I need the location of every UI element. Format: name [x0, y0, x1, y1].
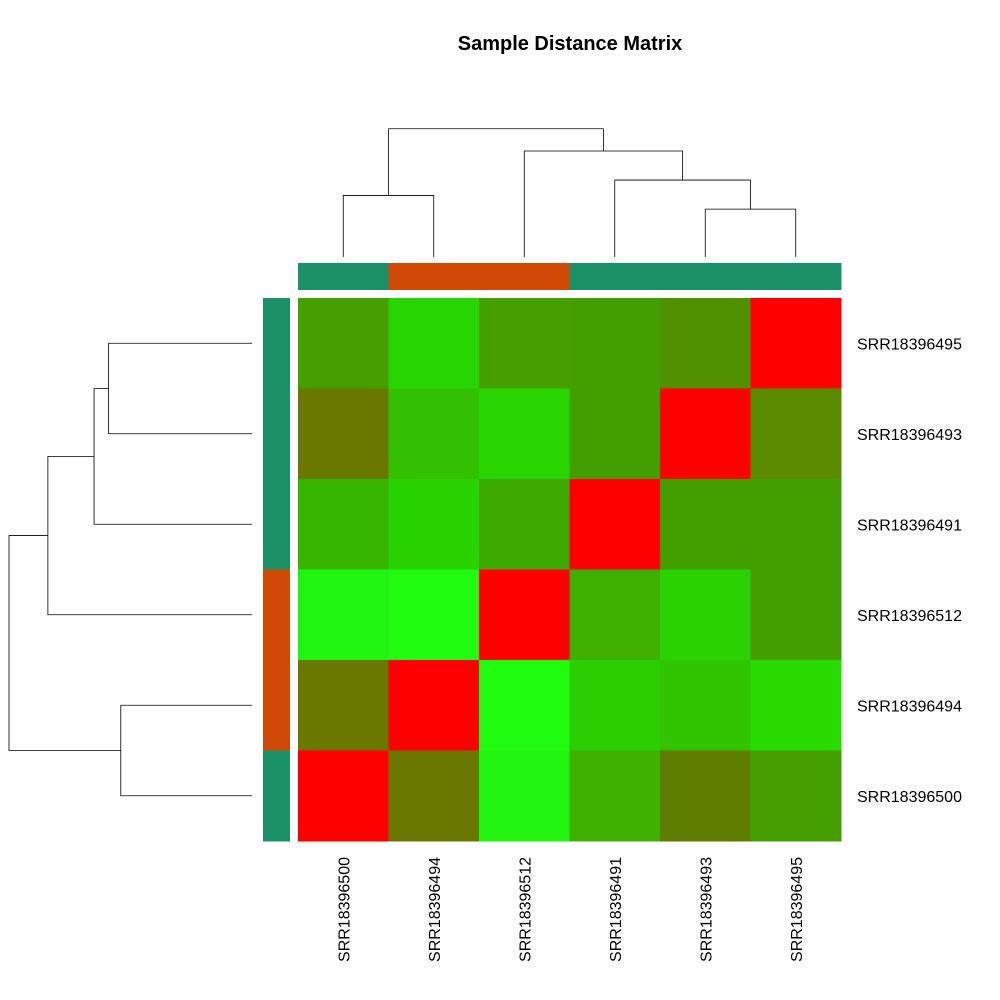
heatmap-cell	[298, 298, 389, 389]
heatmap-cells	[298, 298, 842, 842]
heatmap-cell	[479, 750, 570, 842]
chart-title: Sample Distance Matrix	[458, 33, 683, 55]
heatmap-cell	[569, 569, 661, 661]
heatmap-cell	[569, 479, 661, 570]
dendrogram-branch	[388, 128, 604, 196]
column-annotation-cell	[479, 263, 570, 290]
heatmap-cell	[479, 479, 570, 570]
heatmap-cell	[298, 660, 389, 751]
heatmap-cell	[479, 569, 570, 661]
heatmap-cell	[298, 388, 389, 480]
row-annotation-bar	[263, 298, 290, 842]
row-annotation-cell	[263, 660, 290, 751]
heatmap-cell	[750, 388, 842, 480]
heatmap-cell	[660, 660, 751, 751]
column-annotation-cell	[569, 263, 661, 290]
column-labels: SRR18396500 SRR18396494 SRR18396512 SRR1839…	[336, 857, 806, 962]
heatmap-cell	[750, 569, 842, 661]
heatmap-cell	[388, 388, 480, 480]
column-annotation-cell	[298, 263, 389, 290]
heatmap-cell	[660, 750, 751, 842]
column-label: SRR18396500	[336, 857, 353, 962]
column-annotation-cell	[750, 263, 842, 290]
row-label: SRR18396491	[857, 517, 962, 534]
dendrogram-branch	[93, 388, 252, 525]
heatmap-cell	[298, 750, 389, 842]
heatmap-cell	[569, 388, 661, 480]
heatmap-cell	[298, 569, 389, 661]
heatmap-cell	[388, 750, 480, 842]
dendrogram-branch	[614, 179, 751, 257]
heatmap-cell	[388, 569, 480, 661]
column-annotation-bar	[298, 263, 842, 290]
row-annotation-cell	[263, 388, 290, 480]
heatmap-cell	[479, 298, 570, 389]
column-label: SRR18396512	[517, 857, 534, 962]
column-annotation-cell	[388, 263, 480, 290]
heatmap-cell	[660, 479, 751, 570]
row-annotation-cell	[263, 569, 290, 661]
heatmap-cell	[660, 298, 751, 389]
heatmap-cell	[569, 750, 661, 842]
heatmap-cell	[479, 388, 570, 480]
heatmap-cell	[750, 750, 842, 842]
heatmap-cell	[750, 660, 842, 751]
column-label: SRR18396491	[608, 857, 625, 962]
row-labels: SRR18396495 SRR18396493 SRR18396491 SRR1839…	[857, 336, 962, 806]
dendrogram-branch	[342, 195, 435, 257]
row-annotation-cell	[263, 479, 290, 570]
heatmap-cell	[569, 660, 661, 751]
row-label: SRR18396495	[857, 336, 962, 353]
row-dendrogram	[8, 342, 252, 797]
heatmap-cell	[298, 479, 389, 570]
dendrogram-branch	[523, 150, 684, 257]
heatmap-cell	[660, 388, 751, 480]
row-label: SRR18396494	[857, 698, 962, 715]
dendrogram-branch	[108, 342, 252, 435]
heatmap-cell	[388, 660, 480, 751]
heatmap-cell	[750, 479, 842, 570]
row-annotation-cell	[263, 298, 290, 389]
column-label: SRR18396493	[698, 857, 715, 962]
dendrogram-branch	[704, 208, 797, 257]
heatmap-cell	[388, 479, 480, 570]
heatmap-cell	[750, 298, 842, 389]
heatmap-cell	[479, 660, 570, 751]
heatmap-cell	[388, 298, 480, 389]
row-annotation-cell	[263, 750, 290, 842]
dendrogram-branch	[120, 704, 252, 797]
dendrogram-branch	[47, 455, 252, 616]
heatmap-cell	[569, 298, 661, 389]
row-label: SRR18396512	[857, 608, 962, 625]
heatmap-cell	[660, 569, 751, 661]
column-annotation-cell	[660, 263, 751, 290]
row-label: SRR18396493	[857, 427, 962, 444]
row-label: SRR18396500	[857, 789, 962, 806]
column-dendrogram	[342, 128, 797, 257]
column-label: SRR18396494	[427, 857, 444, 962]
dendrogram-branch	[8, 535, 121, 751]
column-label: SRR18396495	[789, 857, 806, 962]
